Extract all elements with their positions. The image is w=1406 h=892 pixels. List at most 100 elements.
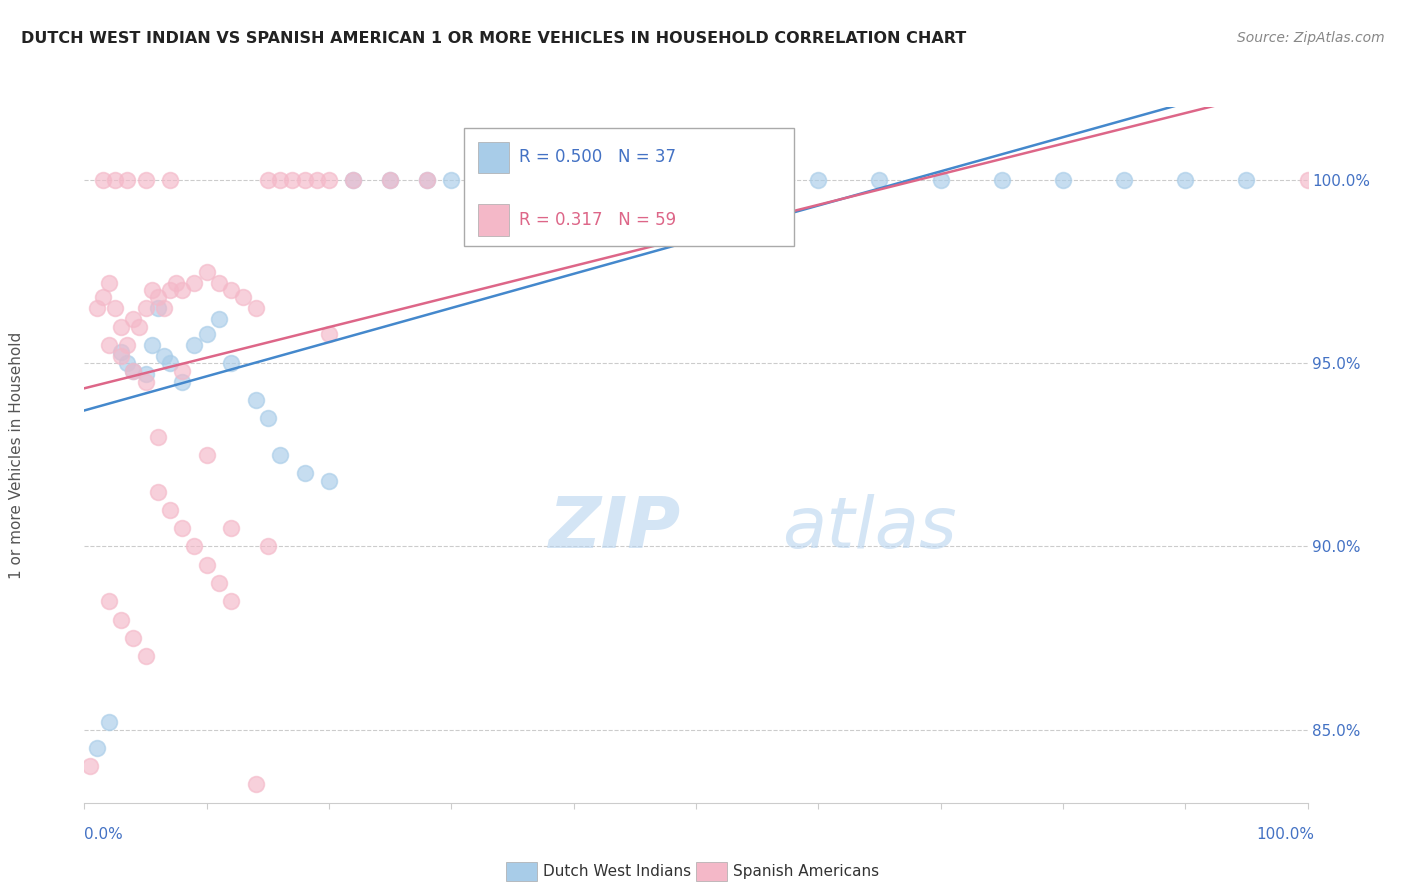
Point <box>97 715 120 730</box>
Point <box>208 576 231 591</box>
Point <box>79 759 101 773</box>
Point <box>135 301 157 316</box>
Point <box>1052 173 1074 187</box>
Point <box>342 173 364 187</box>
Text: R = 0.317   N = 59: R = 0.317 N = 59 <box>519 211 676 228</box>
Point <box>115 173 138 187</box>
Point <box>122 364 145 378</box>
Text: ZIP: ZIP <box>550 493 682 563</box>
Point <box>245 777 267 791</box>
Point <box>219 356 242 370</box>
Text: Spanish Americans: Spanish Americans <box>733 864 879 879</box>
Point <box>122 364 145 378</box>
Text: DUTCH WEST INDIAN VS SPANISH AMERICAN 1 OR MORE VEHICLES IN HOUSEHOLD CORRELATIO: DUTCH WEST INDIAN VS SPANISH AMERICAN 1 … <box>21 31 966 46</box>
Point <box>869 173 891 187</box>
Point <box>104 301 127 316</box>
Point <box>159 503 181 517</box>
Text: atlas: atlas <box>782 493 956 563</box>
Point <box>97 276 120 290</box>
Point <box>153 349 176 363</box>
Point <box>146 484 169 499</box>
Point <box>294 467 316 481</box>
Point <box>115 356 138 370</box>
Point <box>257 173 280 187</box>
Point <box>183 338 205 352</box>
Point <box>208 276 231 290</box>
Point <box>153 301 176 316</box>
Point <box>104 173 127 187</box>
Point <box>562 173 585 187</box>
Point <box>159 283 181 297</box>
Point <box>110 349 132 363</box>
Point <box>141 283 163 297</box>
Text: Dutch West Indians: Dutch West Indians <box>543 864 690 879</box>
Point <box>1174 173 1197 187</box>
Point <box>91 290 114 304</box>
Point <box>380 173 402 187</box>
Point <box>232 290 254 304</box>
Point <box>195 448 218 462</box>
Point <box>416 173 439 187</box>
Point <box>257 411 280 425</box>
Point <box>115 338 138 352</box>
Point <box>195 327 218 342</box>
Point <box>172 521 194 535</box>
Point <box>146 290 169 304</box>
Point <box>257 540 280 554</box>
Point <box>110 345 132 359</box>
Point <box>208 312 231 326</box>
Point <box>141 338 163 352</box>
Point <box>245 301 267 316</box>
Point <box>342 173 364 187</box>
Point <box>172 283 194 297</box>
Point <box>294 173 316 187</box>
Point <box>380 173 402 187</box>
Point <box>135 375 157 389</box>
Text: Source: ZipAtlas.com: Source: ZipAtlas.com <box>1237 31 1385 45</box>
Point <box>1236 173 1258 187</box>
Point <box>86 740 108 755</box>
Point <box>110 613 132 627</box>
Point <box>281 173 304 187</box>
Point <box>183 540 205 554</box>
Point <box>269 173 291 187</box>
Point <box>318 173 340 187</box>
Point <box>929 173 952 187</box>
Point <box>159 356 181 370</box>
Point <box>219 283 242 297</box>
Bar <box>478 204 509 235</box>
Point <box>219 521 242 535</box>
Point <box>122 312 145 326</box>
Text: 0.0%: 0.0% <box>84 827 124 841</box>
Point <box>318 327 340 342</box>
Point <box>502 173 524 187</box>
Point <box>1114 173 1136 187</box>
Point <box>747 173 769 187</box>
Point <box>318 474 340 488</box>
Point <box>416 173 439 187</box>
Point <box>91 173 114 187</box>
Point <box>97 338 120 352</box>
Point <box>195 265 218 279</box>
Point <box>159 173 181 187</box>
Point <box>86 301 108 316</box>
Point <box>305 173 328 187</box>
Point <box>146 301 169 316</box>
Point <box>685 173 707 187</box>
Text: R = 0.500   N = 37: R = 0.500 N = 37 <box>519 148 676 166</box>
Point <box>807 173 830 187</box>
Point <box>97 594 120 608</box>
Point <box>440 173 463 187</box>
Point <box>135 173 157 187</box>
Text: 1 or more Vehicles in Household: 1 or more Vehicles in Household <box>10 331 24 579</box>
Text: 100.0%: 100.0% <box>1257 827 1315 841</box>
Point <box>624 173 647 187</box>
FancyBboxPatch shape <box>464 128 794 246</box>
Point <box>172 375 194 389</box>
Point <box>183 276 205 290</box>
Point <box>195 558 218 572</box>
Point <box>146 429 169 443</box>
Point <box>122 631 145 645</box>
Point <box>172 364 194 378</box>
Point <box>135 649 157 664</box>
